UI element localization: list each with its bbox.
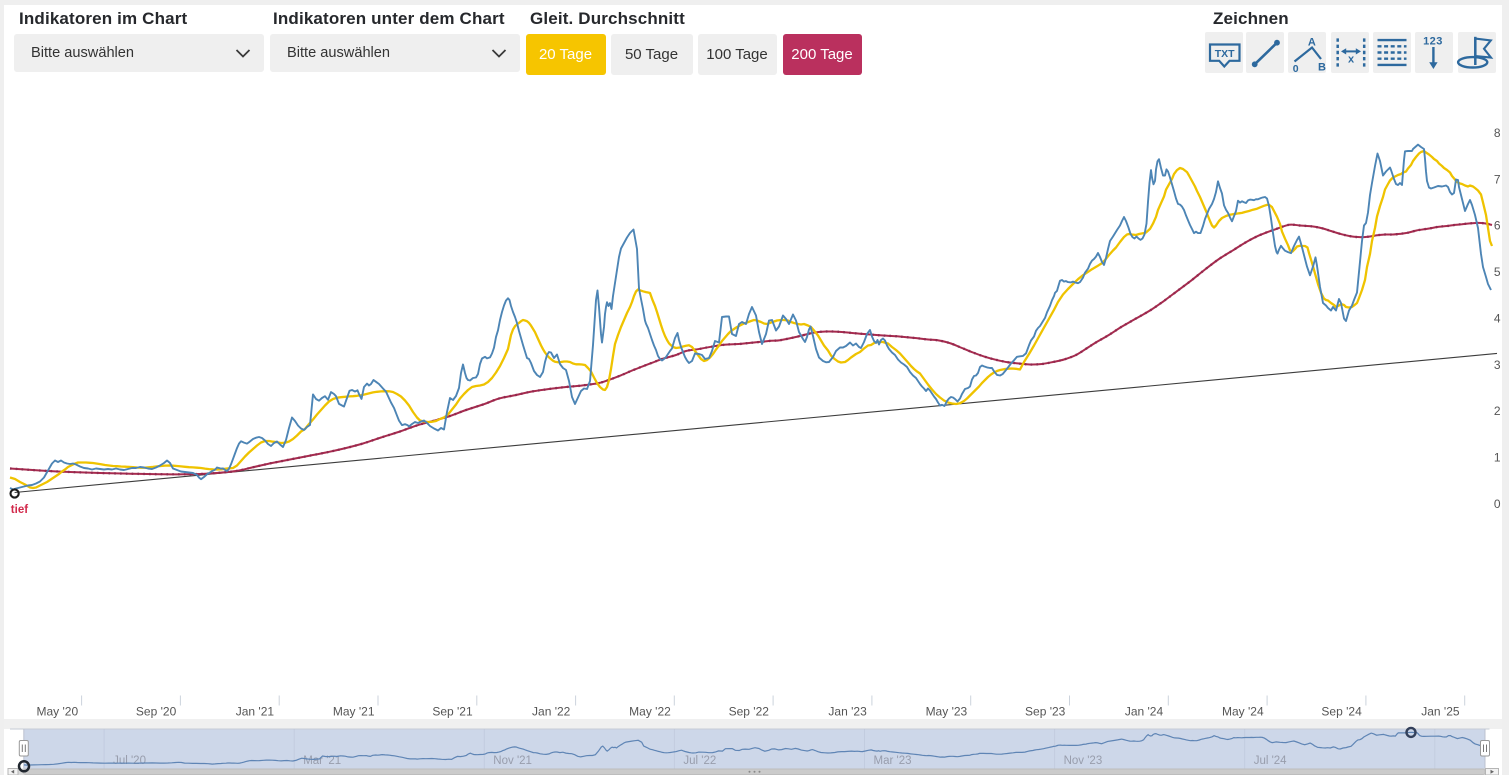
svg-text:Mar '23: Mar '23	[874, 755, 912, 767]
svg-text:tief: tief	[11, 504, 28, 516]
svg-text:Nov '21: Nov '21	[493, 755, 532, 767]
svg-text:5: 5	[1494, 265, 1501, 279]
svg-text:Jan '25: Jan '25	[1421, 705, 1460, 719]
svg-text:May '22: May '22	[629, 705, 671, 719]
svg-text:May '21: May '21	[333, 705, 375, 719]
svg-text:1: 1	[1494, 450, 1501, 464]
svg-text:x: x	[1348, 53, 1355, 65]
svg-text:B: B	[1318, 61, 1326, 73]
svg-text:6: 6	[1494, 219, 1501, 233]
svg-text:May '24: May '24	[1222, 705, 1264, 719]
svg-text:0: 0	[1494, 497, 1501, 511]
svg-text:Nov '23: Nov '23	[1064, 755, 1103, 767]
svg-text:Sep '21: Sep '21	[432, 705, 473, 719]
svg-text:3: 3	[1494, 358, 1501, 372]
svg-text:A: A	[1308, 36, 1316, 48]
svg-text:Sep '20: Sep '20	[136, 705, 177, 719]
svg-text:Jan '24: Jan '24	[1125, 705, 1164, 719]
svg-text:2: 2	[1494, 404, 1501, 418]
svg-text:Jul '24: Jul '24	[1254, 755, 1287, 767]
svg-text:Jan '21: Jan '21	[236, 705, 275, 719]
svg-text:4: 4	[1494, 311, 1501, 325]
svg-text:Jan '23: Jan '23	[828, 705, 867, 719]
svg-text:Mar '21: Mar '21	[303, 755, 341, 767]
svg-text:Sep '24: Sep '24	[1321, 705, 1362, 719]
svg-text:Jul '20: Jul '20	[113, 755, 146, 767]
svg-text:Jan '22: Jan '22	[532, 705, 571, 719]
svg-text:123: 123	[1423, 35, 1443, 47]
svg-text:May '20: May '20	[36, 705, 78, 719]
svg-text:May '23: May '23	[926, 705, 968, 719]
svg-text:Sep '22: Sep '22	[729, 705, 770, 719]
svg-text:TXT: TXT	[1215, 48, 1235, 60]
svg-text:0: 0	[1293, 63, 1299, 73]
svg-text:Jul '22: Jul '22	[683, 755, 716, 767]
svg-text:Sep '23: Sep '23	[1025, 705, 1066, 719]
svg-text:7: 7	[1494, 172, 1501, 186]
svg-text:8: 8	[1494, 126, 1501, 140]
